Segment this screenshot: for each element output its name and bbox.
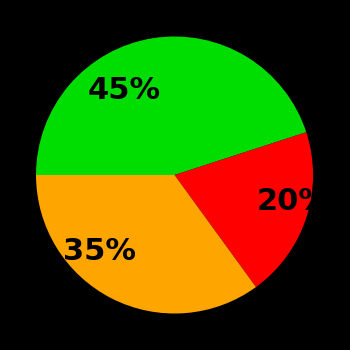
Wedge shape	[36, 175, 256, 314]
Text: 35%: 35%	[63, 237, 135, 266]
Text: 45%: 45%	[88, 76, 161, 105]
Wedge shape	[175, 132, 313, 287]
Wedge shape	[36, 36, 306, 175]
Text: 20%: 20%	[256, 187, 329, 216]
